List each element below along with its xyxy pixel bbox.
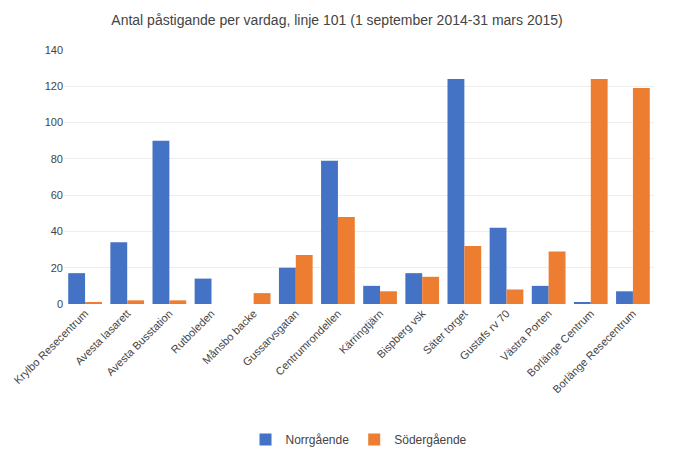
svg-text:Kärringtjärn: Kärringtjärn — [337, 307, 386, 356]
svg-text:Gustafs rv 70: Gustafs rv 70 — [457, 307, 512, 362]
svg-text:120: 120 — [45, 80, 63, 92]
svg-text:100: 100 — [45, 116, 63, 128]
svg-text:140: 140 — [45, 44, 63, 56]
svg-text:Västra Porten: Västra Porten — [498, 307, 554, 363]
svg-text:Södergående: Södergående — [394, 433, 466, 447]
svg-text:Månsbo backe: Månsbo backe — [200, 307, 259, 366]
svg-text:Rutboleden: Rutboleden — [169, 307, 217, 355]
svg-text:Säter torget: Säter torget — [421, 307, 470, 356]
svg-text:Borlänge Resecentrum: Borlänge Resecentrum — [550, 307, 638, 395]
svg-text:Antal påstigande per vardag, l: Antal påstigande per vardag, linje 101 (… — [111, 12, 562, 28]
svg-text:Bispberg vsk: Bispberg vsk — [374, 307, 427, 360]
svg-text:Norrgående: Norrgående — [286, 433, 350, 447]
svg-text:Avesta lasarett: Avesta lasarett — [73, 307, 133, 367]
svg-text:0: 0 — [57, 298, 63, 310]
svg-text:Borlänge Centrum: Borlänge Centrum — [524, 307, 596, 379]
svg-text:60: 60 — [51, 189, 63, 201]
svg-text:40: 40 — [51, 225, 63, 237]
svg-text:Krylbo Resecentrum: Krylbo Resecentrum — [11, 307, 90, 386]
svg-text:Gussarvsgatan: Gussarvsgatan — [240, 307, 301, 368]
svg-text:20: 20 — [51, 262, 63, 274]
svg-text:Avesta Busstation: Avesta Busstation — [104, 307, 175, 378]
svg-text:80: 80 — [51, 153, 63, 165]
svg-text:Centrumrondellen: Centrumrondellen — [273, 307, 343, 377]
